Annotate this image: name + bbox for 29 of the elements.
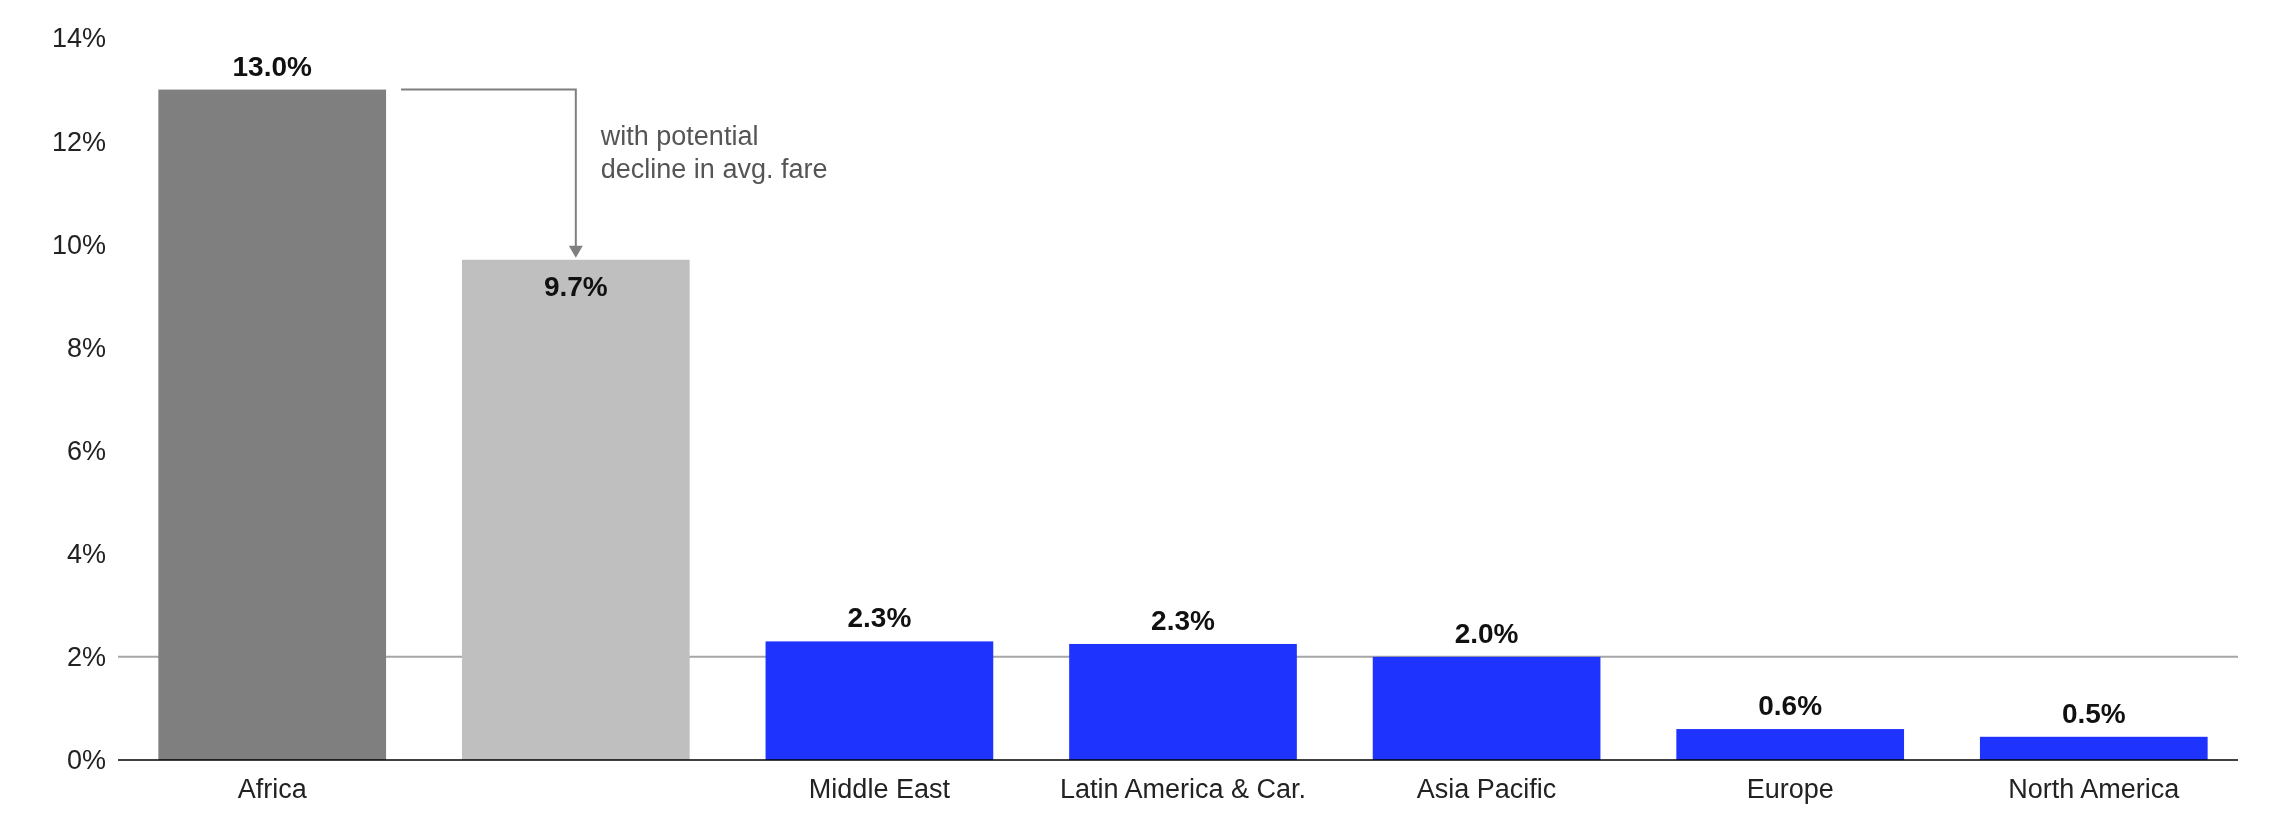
bar (765, 641, 994, 760)
y-tick-label: 12% (51, 126, 106, 157)
data-label: 9.7% (543, 270, 608, 302)
x-tick-label: Europe (1746, 774, 1834, 804)
data-label: 2.3% (1151, 604, 1216, 636)
y-tick-label: 14% (51, 23, 106, 54)
bar (1979, 736, 2208, 760)
data-label: 2.3% (847, 602, 912, 634)
x-tick-label: Latin America & Car. (1059, 774, 1307, 804)
y-tick-label: 6% (66, 436, 106, 467)
data-label: 2.0% (1454, 617, 1519, 649)
y-tick-label: 8% (66, 332, 106, 363)
bar (1069, 643, 1297, 760)
data-label: 0.5% (2061, 697, 2126, 729)
data-label: 0.6% (1758, 690, 1823, 722)
y-tick-label: 2% (66, 642, 106, 673)
annotation: with potential decline in avg. fare (599, 120, 828, 185)
bar (461, 259, 690, 760)
data-label: 13.0% (232, 50, 312, 82)
x-tick-label: Africa (237, 774, 308, 804)
x-tick-label: North America (2008, 774, 2181, 804)
y-tick-label: 0% (66, 745, 106, 776)
x-tick-label: Middle East (808, 774, 951, 804)
bar (1676, 729, 1905, 760)
y-tick-label: 4% (66, 539, 106, 570)
bar (1372, 656, 1601, 760)
y-tick-label: 10% (51, 229, 106, 260)
bar (158, 89, 387, 760)
x-tick-label: Asia Pacific (1416, 774, 1557, 804)
